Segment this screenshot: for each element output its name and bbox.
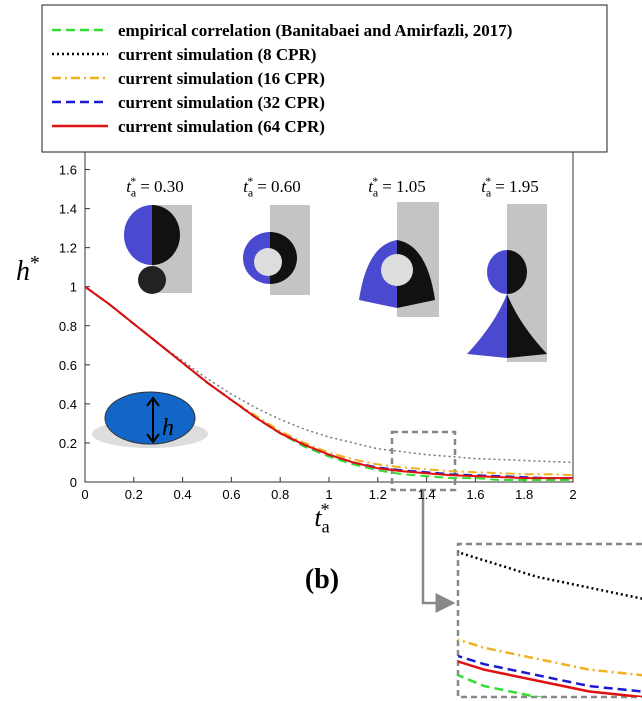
- superscript: *: [247, 174, 253, 188]
- annotation: ta* = 0.30: [126, 174, 184, 199]
- superscript: *: [372, 174, 378, 188]
- annotation-value: = 0.30: [140, 177, 184, 196]
- symbol: t: [368, 177, 374, 196]
- annotation-value: = 0.60: [257, 177, 301, 196]
- x-tick-label: 0.4: [174, 487, 192, 502]
- annotation: ta* = 1.95: [481, 174, 539, 199]
- x-tick-label: 1.6: [466, 487, 484, 502]
- y-tick-label: 1: [70, 280, 77, 295]
- x-tick-label: 0.2: [125, 487, 143, 502]
- annotation-value: = 1.95: [495, 177, 539, 196]
- symbol: h: [16, 256, 30, 287]
- x-tick-label: 0: [81, 487, 88, 502]
- subscript: a: [322, 517, 330, 537]
- snapshots: [124, 202, 547, 362]
- x-tick-label: 0.6: [222, 487, 240, 502]
- subscript: a: [486, 185, 492, 199]
- zoom-region: [390, 430, 457, 492]
- symbol: t: [481, 177, 487, 196]
- superscript: *: [130, 174, 136, 188]
- y-tick-label: 1.6: [59, 163, 77, 178]
- y-tick-label: 0: [70, 475, 77, 490]
- y-tick-label: 1.4: [59, 202, 77, 217]
- superscript: *: [30, 253, 40, 274]
- superscript: *: [321, 500, 330, 520]
- y-tick-label: 0.2: [59, 436, 77, 451]
- panel-label: (b): [305, 564, 339, 595]
- x-tick-label: 2: [569, 487, 576, 502]
- x-tick-label: 1: [325, 487, 332, 502]
- subscript: a: [373, 185, 379, 199]
- legend-label: current simulation (64 CPR): [118, 117, 325, 136]
- annotation: ta* = 0.60: [243, 174, 301, 199]
- series-line: [84, 285, 573, 480]
- symbol: t: [314, 503, 322, 532]
- y-tick-label: 0.8: [59, 319, 77, 334]
- legend-label: empirical correlation (Banitabaei and Am…: [118, 21, 512, 40]
- symbol: t: [126, 177, 132, 196]
- legend-label: current simulation (16 CPR): [118, 69, 325, 88]
- annotation-value: = 1.05: [382, 177, 426, 196]
- symbol: t: [243, 177, 249, 196]
- subscript: a: [248, 185, 254, 199]
- x-tick-label: 1.2: [369, 487, 387, 502]
- legend-label: current simulation (32 CPR): [118, 93, 325, 112]
- y-tick-label: 0.6: [59, 358, 77, 373]
- y-axis-label: h*: [16, 253, 40, 287]
- legend-label: current simulation (8 CPR): [118, 45, 316, 64]
- schematic-label: h: [162, 415, 174, 441]
- legend: [41, 4, 608, 153]
- annotation: ta* = 1.05: [368, 174, 426, 199]
- zoom-frame: [456, 542, 642, 699]
- zoom-arrow: [421, 490, 456, 613]
- x-tick-label: 0.8: [271, 487, 289, 502]
- subscript: a: [131, 185, 137, 199]
- y-tick-label: 1.2: [59, 241, 77, 256]
- x-tick-label: 1.4: [418, 487, 436, 502]
- schematic: h: [92, 391, 208, 448]
- y-tick-label: 0.4: [59, 397, 77, 412]
- superscript: *: [485, 174, 491, 188]
- x-tick-label: 1.8: [515, 487, 533, 502]
- x-axis-label: ta*: [314, 500, 329, 537]
